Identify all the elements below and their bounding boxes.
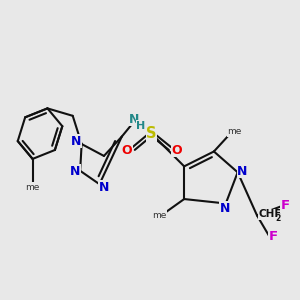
Text: H: H [136, 121, 146, 130]
Text: N: N [99, 181, 110, 194]
Text: N: N [219, 202, 230, 215]
Text: O: O [171, 143, 182, 157]
Text: F: F [280, 200, 290, 212]
Text: N: N [71, 135, 82, 148]
Text: N: N [237, 165, 248, 178]
Text: 2: 2 [275, 214, 281, 224]
Text: me: me [26, 183, 40, 192]
Text: F: F [268, 230, 278, 243]
Text: S: S [146, 126, 157, 141]
Text: O: O [122, 143, 132, 157]
Text: CHF: CHF [259, 209, 282, 220]
Text: N: N [129, 112, 140, 126]
Text: me: me [227, 128, 242, 136]
Text: N: N [70, 165, 80, 178]
Text: me: me [153, 211, 167, 220]
